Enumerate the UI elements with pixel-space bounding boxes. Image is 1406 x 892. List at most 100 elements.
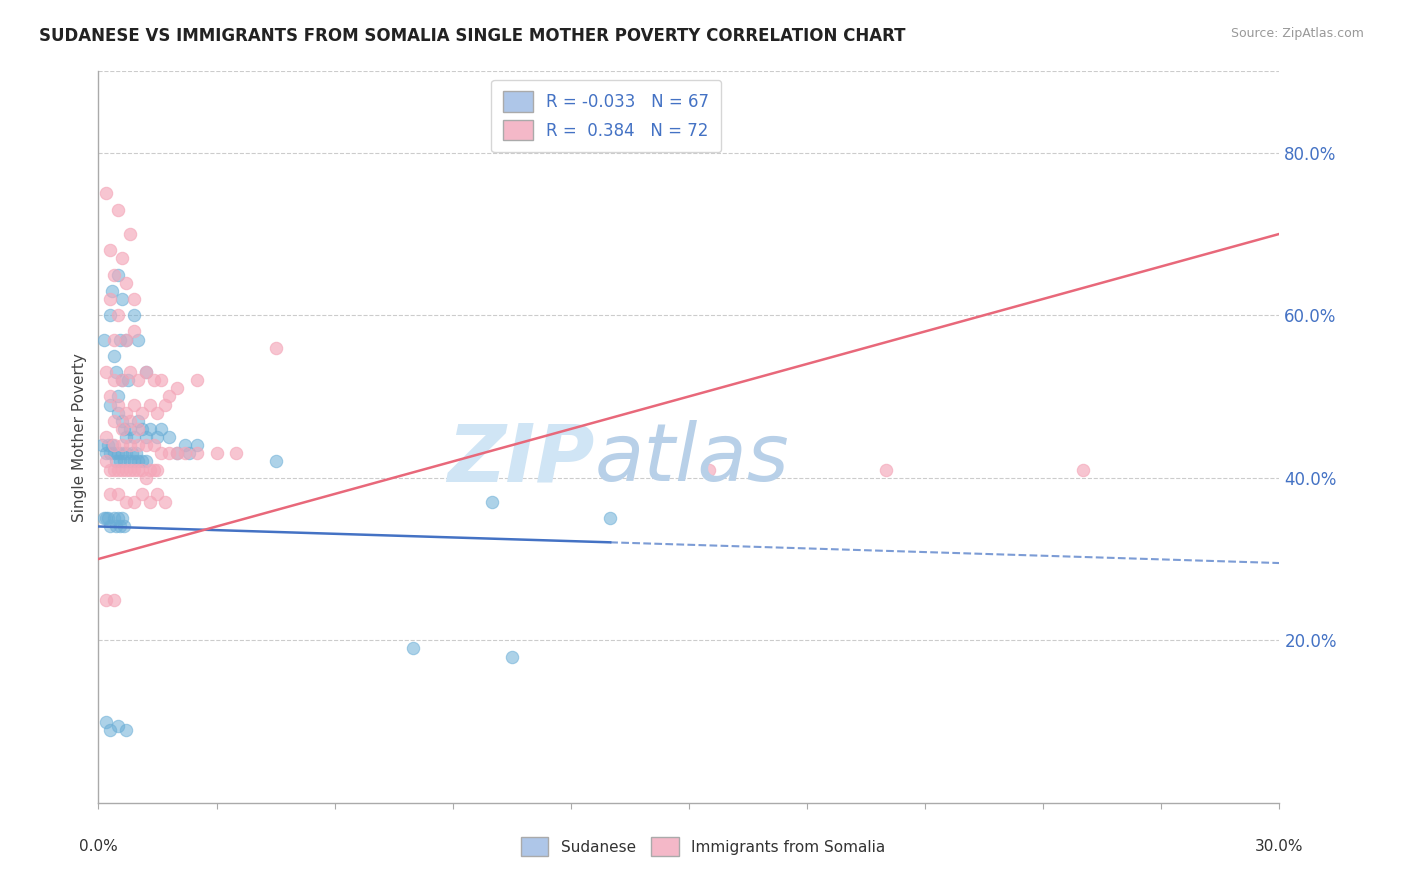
Point	[501, 649, 523, 664]
Point	[96, 446, 118, 460]
Point	[150, 422, 173, 436]
Text: ZIP: ZIP	[447, 420, 595, 498]
Legend: R = -0.033   N = 67, R =  0.384   N = 72: R = -0.033 N = 67, R = 0.384 N = 72	[492, 79, 721, 152]
Point	[138, 495, 160, 509]
Point	[225, 446, 247, 460]
Point	[157, 389, 180, 403]
Point	[115, 723, 138, 737]
Point	[481, 495, 503, 509]
Point	[142, 438, 165, 452]
Point	[98, 446, 121, 460]
Point	[103, 333, 125, 347]
Point	[135, 438, 157, 452]
Point	[111, 414, 134, 428]
Point	[105, 454, 128, 468]
Point	[264, 454, 287, 468]
Point	[108, 333, 131, 347]
Point	[264, 341, 287, 355]
Point	[108, 454, 131, 468]
Point	[115, 430, 138, 444]
Point	[96, 186, 118, 201]
Point	[127, 414, 149, 428]
Point	[101, 438, 124, 452]
Point	[107, 406, 129, 420]
Point	[122, 495, 145, 509]
Point	[135, 471, 157, 485]
Point	[127, 454, 149, 468]
Point	[117, 373, 139, 387]
Point	[122, 398, 145, 412]
Point	[122, 308, 145, 322]
Point	[135, 430, 157, 444]
Point	[111, 373, 134, 387]
Point	[1071, 462, 1094, 476]
Point	[93, 511, 115, 525]
Point	[166, 381, 188, 395]
Point	[107, 308, 129, 322]
Point	[118, 414, 141, 428]
Point	[96, 430, 118, 444]
Point	[115, 462, 138, 476]
Point	[115, 333, 138, 347]
Point	[138, 398, 160, 412]
Point	[118, 227, 141, 241]
Point	[599, 511, 621, 525]
Point	[697, 462, 720, 476]
Point	[131, 487, 153, 501]
Point	[112, 454, 135, 468]
Point	[142, 462, 165, 476]
Point	[112, 519, 135, 533]
Point	[118, 454, 141, 468]
Point	[122, 454, 145, 468]
Point	[142, 373, 165, 387]
Point	[107, 718, 129, 732]
Point	[103, 511, 125, 525]
Text: 0.0%: 0.0%	[79, 839, 118, 855]
Point	[131, 454, 153, 468]
Point	[122, 462, 145, 476]
Point	[107, 462, 129, 476]
Point	[174, 446, 197, 460]
Point	[97, 511, 120, 525]
Point	[98, 292, 121, 306]
Point	[127, 373, 149, 387]
Point	[875, 462, 897, 476]
Text: 30.0%: 30.0%	[1256, 839, 1303, 855]
Point	[135, 365, 157, 379]
Point	[107, 389, 129, 403]
Point	[103, 373, 125, 387]
Point	[105, 519, 128, 533]
Point	[157, 430, 180, 444]
Point	[111, 446, 134, 460]
Point	[111, 292, 134, 306]
Point	[96, 714, 118, 729]
Point	[107, 268, 129, 282]
Point	[103, 268, 125, 282]
Point	[111, 511, 134, 525]
Point	[98, 723, 121, 737]
Point	[105, 365, 128, 379]
Point	[103, 446, 125, 460]
Point	[122, 325, 145, 339]
Y-axis label: Single Mother Poverty: Single Mother Poverty	[72, 352, 87, 522]
Point	[107, 398, 129, 412]
Point	[155, 495, 177, 509]
Point	[96, 365, 118, 379]
Point	[115, 406, 138, 420]
Point	[135, 454, 157, 468]
Point	[205, 446, 228, 460]
Point	[146, 462, 169, 476]
Point	[177, 446, 200, 460]
Text: Source: ZipAtlas.com: Source: ZipAtlas.com	[1230, 27, 1364, 40]
Point	[98, 487, 121, 501]
Point	[98, 243, 121, 257]
Point	[107, 511, 129, 525]
Point	[112, 422, 135, 436]
Point	[96, 592, 118, 607]
Point	[97, 438, 120, 452]
Point	[111, 422, 134, 436]
Point	[107, 487, 129, 501]
Point	[111, 252, 134, 266]
Point	[118, 438, 141, 452]
Point	[174, 438, 197, 452]
